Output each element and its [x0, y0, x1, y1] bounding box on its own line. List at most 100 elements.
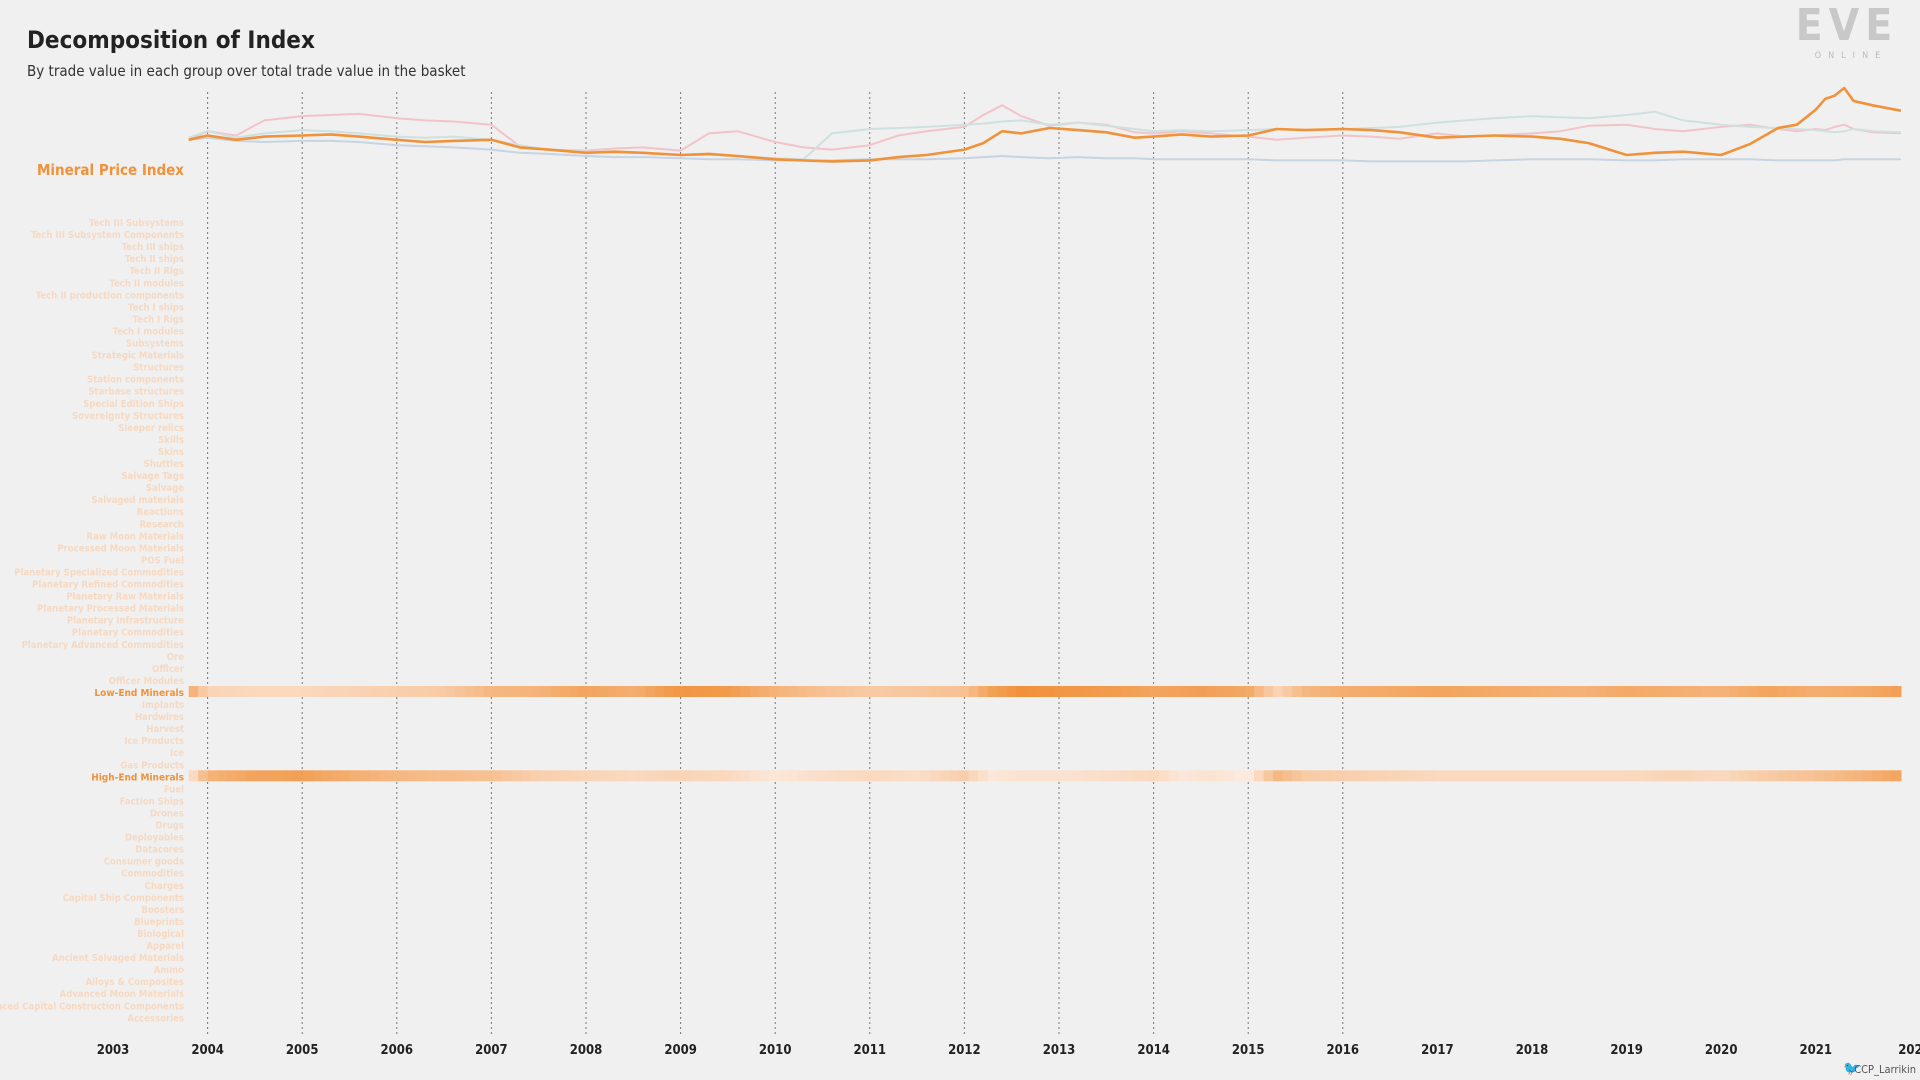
heatmap-cell [1710, 770, 1721, 782]
heatmap-cell [1434, 770, 1445, 782]
heatmap-cell [1044, 686, 1055, 697]
heatmap-cell [350, 770, 361, 782]
heatmap-cell [702, 770, 713, 782]
heatmap-cell [588, 770, 599, 782]
heatmap-cell [1063, 686, 1074, 697]
heatmap-cell [930, 686, 941, 697]
heatmap-cell [369, 770, 380, 782]
heatmap-row-label: Tech III Subsystem Components [31, 230, 184, 241]
heatmap-cell [626, 686, 637, 697]
heatmap-cell [1273, 770, 1284, 782]
heatmap-cell [1311, 686, 1322, 697]
heatmap-cell [255, 686, 266, 697]
heatmap-cell [1197, 686, 1208, 697]
heatmap-row-label: Ore [167, 652, 184, 663]
heatmap-row-label: Tech I ships [128, 302, 184, 313]
heatmap-cell [902, 686, 913, 697]
heatmap-cell [1311, 770, 1322, 782]
heatmap-cell [359, 686, 370, 697]
heatmap-cell [540, 686, 551, 697]
heatmap-cell [1092, 686, 1103, 697]
heatmap-cell [816, 770, 827, 782]
heatmap-cell [502, 770, 513, 782]
heatmap-cell [959, 770, 970, 782]
heatmap-cell [502, 686, 513, 697]
heatmap-cell [692, 770, 703, 782]
heatmap-cell [664, 686, 675, 697]
heatmap-cell [1206, 770, 1217, 782]
heatmap-cell [264, 686, 275, 697]
heatmap-cell [1891, 686, 1902, 697]
heatmap-cell [312, 686, 323, 697]
heatmap-cell [1292, 686, 1303, 697]
heatmap-cell [1377, 686, 1388, 697]
heatmap-row-label: Officer [152, 664, 185, 675]
heatmap-cell [1016, 770, 1027, 782]
heatmap-cell [398, 686, 409, 697]
heatmap-cell [873, 686, 884, 697]
heatmap-cell [1444, 770, 1455, 782]
heatmap-cell [417, 686, 428, 697]
heatmap-cell [245, 770, 256, 782]
heatmap-row-label: Tech I Rigs [133, 314, 184, 325]
heatmap-cell [797, 770, 808, 782]
heatmap-cell [1444, 686, 1455, 697]
heatmap-row-label: Alloys & Composites [86, 977, 184, 988]
heatmap-cell [445, 686, 456, 697]
heatmap-cell [1805, 686, 1816, 697]
x-tick-label: 2020 [1705, 1043, 1738, 1058]
heatmap-cell [1406, 686, 1417, 697]
heatmap-cell [1853, 770, 1864, 782]
heatmap-row-label: Tech II modules [109, 278, 184, 289]
heatmap-cell [1139, 686, 1150, 697]
heatmap-cell [1577, 686, 1588, 697]
logo-text: EVE [1796, 0, 1899, 51]
heatmap-row-label: Planetary Processed Materials [37, 604, 184, 615]
heatmap-cell [1501, 686, 1512, 697]
heatmap-cell [521, 686, 532, 697]
heatmap-row-label: Commodities [121, 869, 184, 880]
heatmap-cell [1387, 686, 1398, 697]
heatmap-cell [645, 686, 656, 697]
heatmap-row-label: Skills [158, 435, 184, 446]
heatmap-cell [1482, 770, 1493, 782]
heatmap-cell [1139, 770, 1150, 782]
heatmap-cell [1434, 686, 1445, 697]
heatmap-cell [1339, 770, 1350, 782]
heatmap-row-label: Drones [150, 809, 184, 820]
heatmap-cell [1320, 770, 1331, 782]
heatmap-cell [464, 770, 475, 782]
heatmap-cell [1349, 770, 1360, 782]
heatmap-cell [978, 686, 989, 697]
heatmap-cell [531, 686, 542, 697]
x-tick-label: 2014 [1137, 1043, 1170, 1058]
heatmap-row-label: Sovereignty Structures [72, 411, 184, 422]
heatmap-cell [1549, 770, 1560, 782]
heatmap-cell [207, 770, 218, 782]
heatmap-cell [721, 686, 732, 697]
heatmap-cell [217, 686, 228, 697]
heatmap-cell [1872, 770, 1883, 782]
heatmap-cell [1082, 686, 1093, 697]
heatmap-row-label: Station components [87, 375, 184, 386]
heatmap-cell [1006, 686, 1017, 697]
heatmap-row-label: Deployables [125, 833, 184, 844]
heatmap-cell [483, 686, 494, 697]
heatmap-row-label: Tech II production components [36, 290, 184, 301]
heatmap-row-label: Charges [145, 881, 184, 892]
heatmap-row-label: Blueprints [134, 917, 184, 928]
heatmap-cell [1035, 770, 1046, 782]
heatmap-cell [816, 686, 827, 697]
heatmap-row-label: Processed Moon Materials [57, 543, 184, 554]
heatmap-cell [1225, 686, 1236, 697]
heatmap-cell [1520, 686, 1531, 697]
heatmap-cell [759, 686, 770, 697]
heatmap-cell [1082, 770, 1093, 782]
heatmap-cell [1625, 686, 1636, 697]
heatmap-cell [340, 686, 351, 697]
heatmap-row-label: Skins [158, 447, 184, 458]
heatmap-cell [1786, 686, 1797, 697]
heatmap-cell [1453, 770, 1464, 782]
heatmap-cell [854, 686, 865, 697]
heatmap-cell [1644, 770, 1655, 782]
